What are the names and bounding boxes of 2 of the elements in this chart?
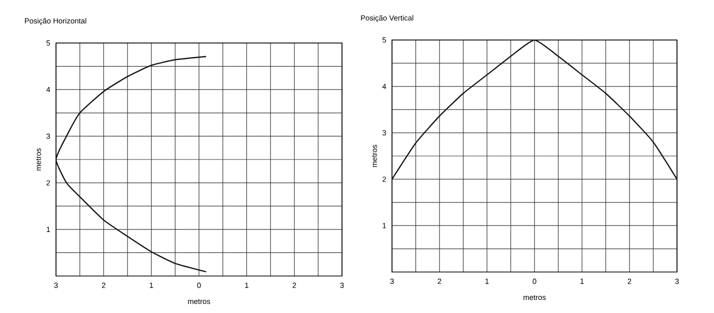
- line-series: [392, 40, 678, 180]
- line-series: [56, 56, 207, 272]
